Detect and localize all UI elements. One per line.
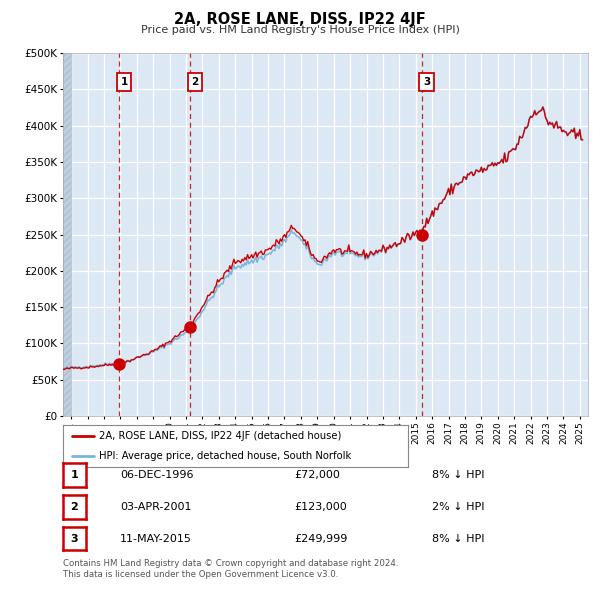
Text: 2% ↓ HPI: 2% ↓ HPI (432, 502, 485, 512)
Text: 06-DEC-1996: 06-DEC-1996 (120, 470, 193, 480)
Text: 2: 2 (71, 502, 78, 512)
Text: £123,000: £123,000 (294, 502, 347, 512)
Text: 03-APR-2001: 03-APR-2001 (120, 502, 191, 512)
Text: 11-MAY-2015: 11-MAY-2015 (120, 534, 192, 543)
Text: 2A, ROSE LANE, DISS, IP22 4JF (detached house): 2A, ROSE LANE, DISS, IP22 4JF (detached … (99, 431, 341, 441)
Text: 1: 1 (71, 470, 78, 480)
Text: 1: 1 (121, 77, 128, 87)
Text: 3: 3 (423, 77, 430, 87)
Text: Price paid vs. HM Land Registry's House Price Index (HPI): Price paid vs. HM Land Registry's House … (140, 25, 460, 35)
Text: HPI: Average price, detached house, South Norfolk: HPI: Average price, detached house, Sout… (99, 451, 352, 461)
Text: 8% ↓ HPI: 8% ↓ HPI (432, 470, 485, 480)
Text: Contains HM Land Registry data © Crown copyright and database right 2024.: Contains HM Land Registry data © Crown c… (63, 559, 398, 568)
Text: £249,999: £249,999 (294, 534, 347, 543)
Text: £72,000: £72,000 (294, 470, 340, 480)
Text: This data is licensed under the Open Government Licence v3.0.: This data is licensed under the Open Gov… (63, 571, 338, 579)
Text: 2: 2 (191, 77, 199, 87)
Text: 3: 3 (71, 534, 78, 543)
Text: 2A, ROSE LANE, DISS, IP22 4JF: 2A, ROSE LANE, DISS, IP22 4JF (174, 12, 426, 27)
Bar (63, 53, 71, 416)
Text: 8% ↓ HPI: 8% ↓ HPI (432, 534, 485, 543)
